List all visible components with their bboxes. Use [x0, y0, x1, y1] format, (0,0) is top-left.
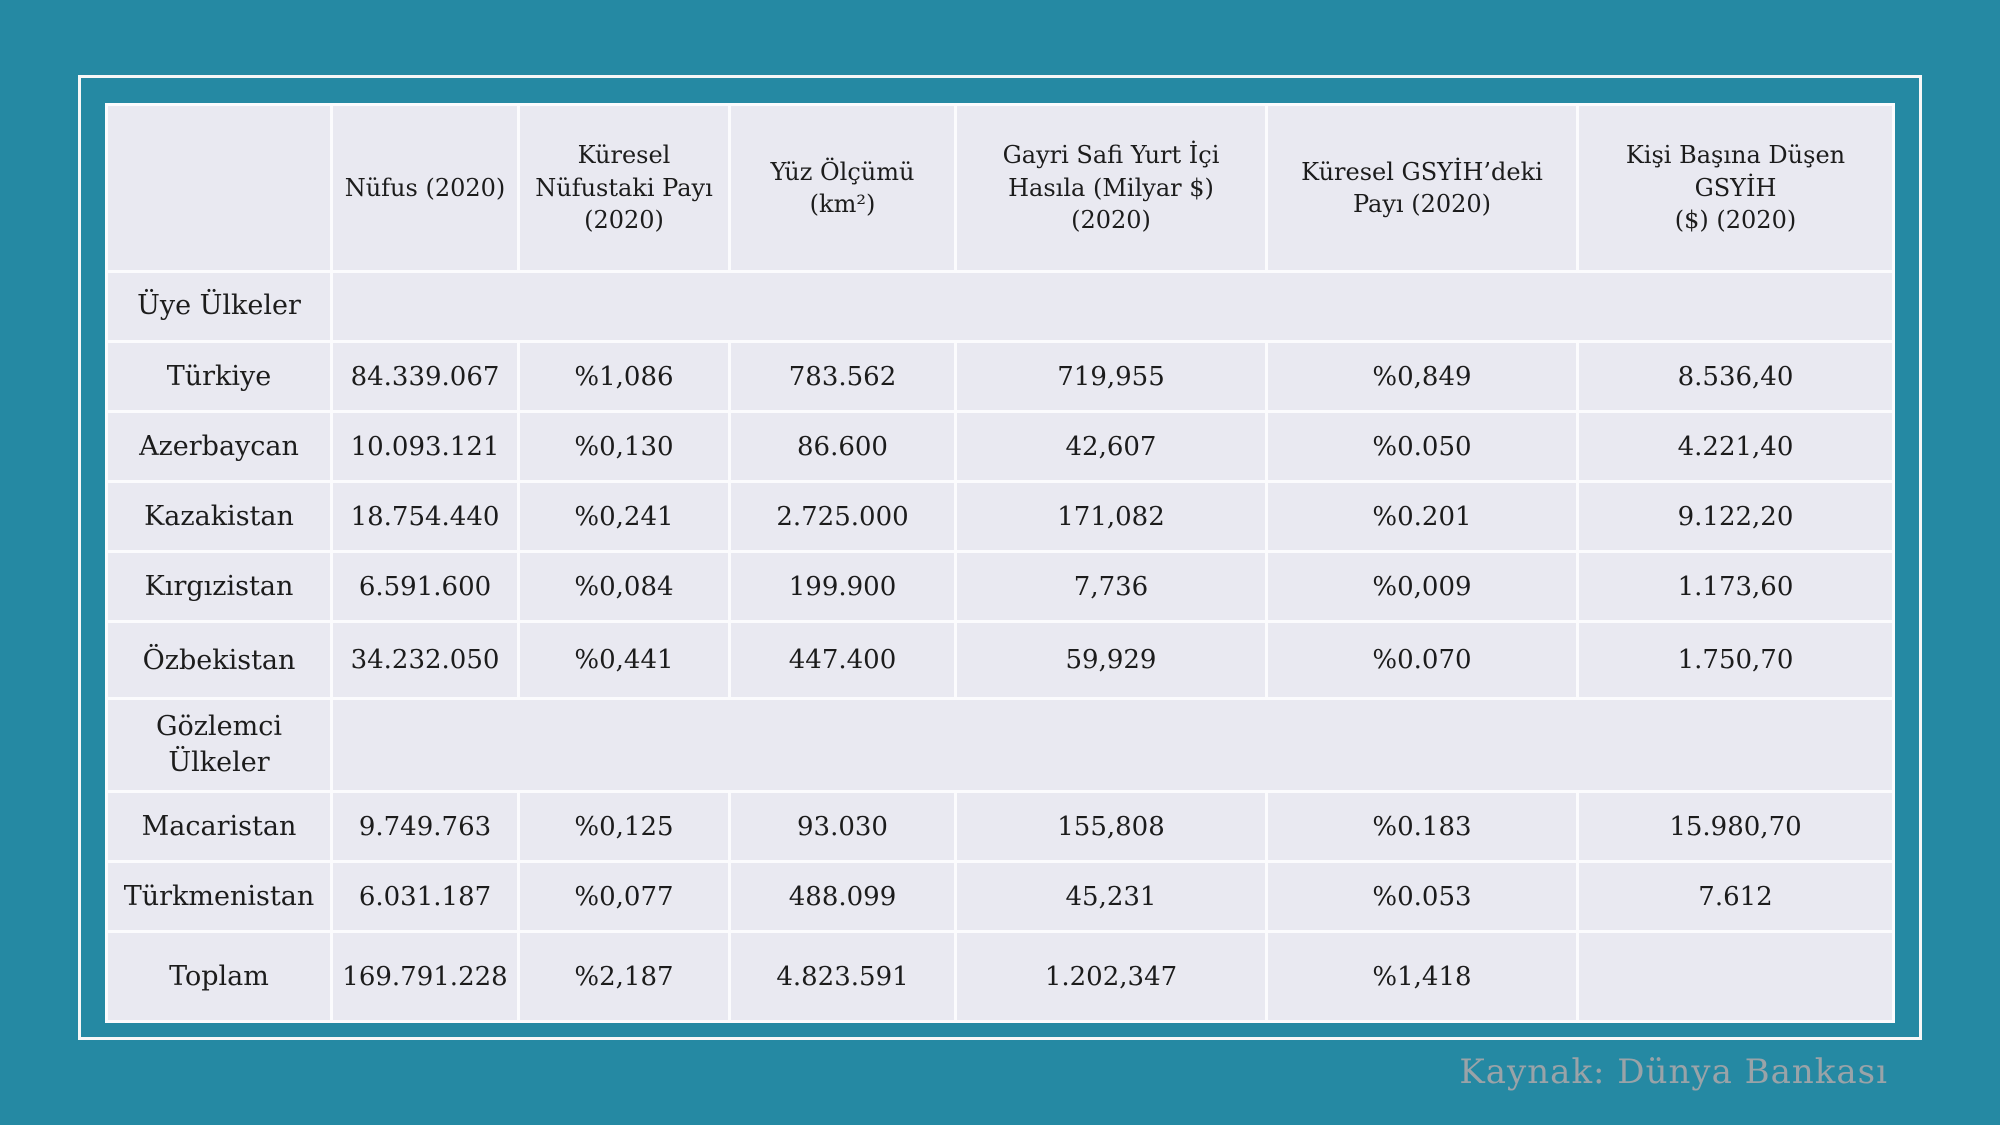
header-gdp-per-capita: Kişi Başına Düşen GSYİH ($) (2020) — [1576, 103, 1895, 273]
value-cell: 93.030 — [728, 790, 957, 863]
value-cell: 155,808 — [954, 790, 1268, 863]
value-cell: %0.183 — [1265, 790, 1579, 863]
value-cell: %0,130 — [517, 410, 731, 483]
value-cell — [1576, 930, 1895, 1023]
table-row-turkiye: Türkiye 84.339.067 %1,086 783.562 719,95… — [105, 340, 1895, 413]
value-cell: %1,418 — [1265, 930, 1579, 1023]
value-cell: 783.562 — [728, 340, 957, 413]
value-cell: 6.591.600 — [330, 550, 520, 623]
value-cell: 18.754.440 — [330, 480, 520, 553]
header-population: Nüfus (2020) — [330, 103, 520, 273]
section-label-observer: Gözlemci Ülkeler — [105, 697, 333, 793]
value-cell: %0,009 — [1265, 550, 1579, 623]
value-cell: %0.053 — [1265, 860, 1579, 933]
countries-table: Nüfus (2020) Küresel Nüfustaki Payı (202… — [105, 103, 1895, 1023]
value-cell: 45,231 — [954, 860, 1268, 933]
value-cell: 719,955 — [954, 340, 1268, 413]
table-row-kazakistan: Kazakistan 18.754.440 %0,241 2.725.000 1… — [105, 480, 1895, 553]
value-cell: 1.202,347 — [954, 930, 1268, 1023]
section-label-member: Üye Ülkeler — [105, 270, 333, 343]
header-global-gdp-share: Küresel GSYİH’deki Payı (2020) — [1265, 103, 1579, 273]
value-cell: %0,125 — [517, 790, 731, 863]
section-row-member-countries: Üye Ülkeler — [105, 270, 1895, 343]
header-area: Yüz Ölçümü (km²) — [728, 103, 957, 273]
value-cell: 8.536,40 — [1576, 340, 1895, 413]
value-cell: 34.232.050 — [330, 620, 520, 700]
value-cell: 86.600 — [728, 410, 957, 483]
table-row-total: Toplam 169.791.228 %2,187 4.823.591 1.20… — [105, 930, 1895, 1023]
value-cell: %0.201 — [1265, 480, 1579, 553]
country-name-cell: Macaristan — [105, 790, 333, 863]
table-row-ozbekistan: Özbekistan 34.232.050 %0,441 447.400 59,… — [105, 620, 1895, 700]
value-cell: 84.339.067 — [330, 340, 520, 413]
value-cell: 1.750,70 — [1576, 620, 1895, 700]
value-cell: 488.099 — [728, 860, 957, 933]
value-cell: %0,849 — [1265, 340, 1579, 413]
value-cell: 15.980,70 — [1576, 790, 1895, 863]
value-cell: 9.749.763 — [330, 790, 520, 863]
value-cell: 7.612 — [1576, 860, 1895, 933]
section-empty-cell — [330, 270, 1895, 343]
value-cell: 9.122,20 — [1576, 480, 1895, 553]
table-header-row: Nüfus (2020) Küresel Nüfustaki Payı (202… — [105, 103, 1895, 273]
header-country — [105, 103, 333, 273]
table-row-azerbaycan: Azerbaycan 10.093.121 %0,130 86.600 42,6… — [105, 410, 1895, 483]
value-cell: 169.791.228 — [330, 930, 520, 1023]
header-global-population-share: Küresel Nüfustaki Payı (2020) — [517, 103, 731, 273]
value-cell: 42,607 — [954, 410, 1268, 483]
value-cell: 447.400 — [728, 620, 957, 700]
value-cell: 2.725.000 — [728, 480, 957, 553]
value-cell: %0.050 — [1265, 410, 1579, 483]
value-cell: 4.823.591 — [728, 930, 957, 1023]
country-name-cell: Azerbaycan — [105, 410, 333, 483]
value-cell: 7,736 — [954, 550, 1268, 623]
country-name-cell: Kazakistan — [105, 480, 333, 553]
table-row-turkmenistan: Türkmenistan 6.031.187 %0,077 488.099 45… — [105, 860, 1895, 933]
table-row-kirgizistan: Kırgızistan 6.591.600 %0,084 199.900 7,7… — [105, 550, 1895, 623]
value-cell: %0,441 — [517, 620, 731, 700]
source-caption: Kaynak: Dünya Bankası — [1459, 1052, 1888, 1092]
value-cell: %0.070 — [1265, 620, 1579, 700]
country-name-cell: Türkmenistan — [105, 860, 333, 933]
slide-frame: Nüfus (2020) Küresel Nüfustaki Payı (202… — [78, 75, 1922, 1040]
value-cell: %0,077 — [517, 860, 731, 933]
value-cell: 10.093.121 — [330, 410, 520, 483]
header-gdp: Gayri Safi Yurt İçi Hasıla (Milyar $) (2… — [954, 103, 1268, 273]
value-cell: %0,241 — [517, 480, 731, 553]
country-name-cell: Kırgızistan — [105, 550, 333, 623]
value-cell: 199.900 — [728, 550, 957, 623]
value-cell: %1,086 — [517, 340, 731, 413]
value-cell: 171,082 — [954, 480, 1268, 553]
value-cell: 6.031.187 — [330, 860, 520, 933]
value-cell: %2,187 — [517, 930, 731, 1023]
section-empty-cell — [330, 697, 1895, 793]
value-cell: %0,084 — [517, 550, 731, 623]
value-cell: 1.173,60 — [1576, 550, 1895, 623]
country-name-cell: Özbekistan — [105, 620, 333, 700]
value-cell: 59,929 — [954, 620, 1268, 700]
section-row-observer-countries: Gözlemci Ülkeler — [105, 697, 1895, 793]
value-cell: 4.221,40 — [1576, 410, 1895, 483]
country-name-cell: Türkiye — [105, 340, 333, 413]
total-label-cell: Toplam — [105, 930, 333, 1023]
table-row-macaristan: Macaristan 9.749.763 %0,125 93.030 155,8… — [105, 790, 1895, 863]
